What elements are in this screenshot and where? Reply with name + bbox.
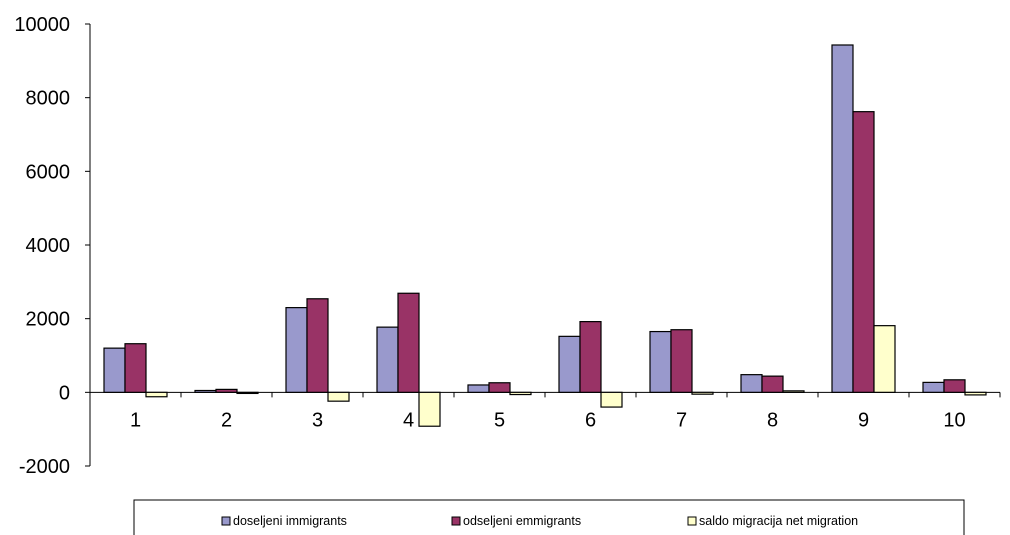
x-tick-label: 9	[858, 409, 869, 431]
bar[interactable]	[376, 326, 399, 393]
y-tick-label: 4000	[26, 235, 71, 257]
x-tick-label: 1	[130, 409, 141, 431]
bar[interactable]	[852, 111, 875, 393]
legend-label: doseljeni immigrants	[233, 514, 347, 528]
plot-area: -2000 0 2000 4000 6000 8000 10000 1 2 3 4 5 6 7 8 9 10	[14, 14, 1001, 478]
bar[interactable]	[831, 44, 854, 393]
bar[interactable]	[327, 391, 350, 402]
x-tick-label: 7	[676, 409, 687, 431]
bar[interactable]	[964, 391, 987, 396]
bar[interactable]	[740, 374, 763, 393]
x-tick-label: 2	[221, 409, 232, 431]
bar[interactable]	[418, 391, 441, 427]
y-tick-label: 10000	[14, 14, 70, 36]
bar[interactable]	[509, 391, 532, 396]
bar[interactable]	[873, 325, 896, 393]
legend-label: saldo migracija net migration	[699, 514, 858, 528]
legend-swatch	[451, 516, 461, 526]
x-tick-label: 6	[585, 409, 596, 431]
legend-swatch	[221, 516, 231, 526]
bar[interactable]	[782, 390, 805, 393]
bar[interactable]	[467, 384, 490, 393]
bar[interactable]	[600, 391, 623, 408]
y-tick-label: 0	[59, 382, 70, 404]
x-tick-label: 10	[943, 409, 965, 431]
y-tick-label: 2000	[26, 309, 71, 331]
legend: doseljeni immigrants odseljeni emmigrants…	[133, 499, 965, 535]
y-tick-label: 8000	[26, 88, 71, 110]
legend-label: odseljeni emmigrants	[463, 514, 581, 528]
legend-box	[133, 499, 965, 535]
bar[interactable]	[922, 381, 945, 393]
bar[interactable]	[397, 292, 420, 393]
bar[interactable]	[103, 347, 126, 393]
bar[interactable]	[579, 321, 602, 393]
y-tick-label: -2000	[19, 456, 70, 478]
bar[interactable]	[558, 335, 581, 393]
bar[interactable]	[124, 343, 147, 393]
bar[interactable]	[194, 389, 217, 393]
bar[interactable]	[649, 330, 672, 393]
x-tick-label: 4	[403, 409, 414, 431]
bar[interactable]	[145, 391, 168, 398]
x-tick-label: 5	[494, 409, 505, 431]
y-tick-label: 6000	[26, 161, 71, 183]
bar[interactable]	[691, 391, 714, 395]
bar[interactable]	[670, 329, 693, 393]
bar[interactable]	[306, 298, 329, 393]
legend-swatch	[687, 516, 697, 526]
x-tick-label: 8	[767, 409, 778, 431]
bar[interactable]	[488, 382, 511, 393]
bar[interactable]	[761, 375, 784, 393]
x-tick-label: 3	[312, 409, 323, 431]
bar[interactable]	[215, 388, 238, 393]
bar[interactable]	[943, 379, 966, 393]
bar[interactable]	[285, 307, 308, 393]
bar[interactable]	[236, 391, 259, 395]
